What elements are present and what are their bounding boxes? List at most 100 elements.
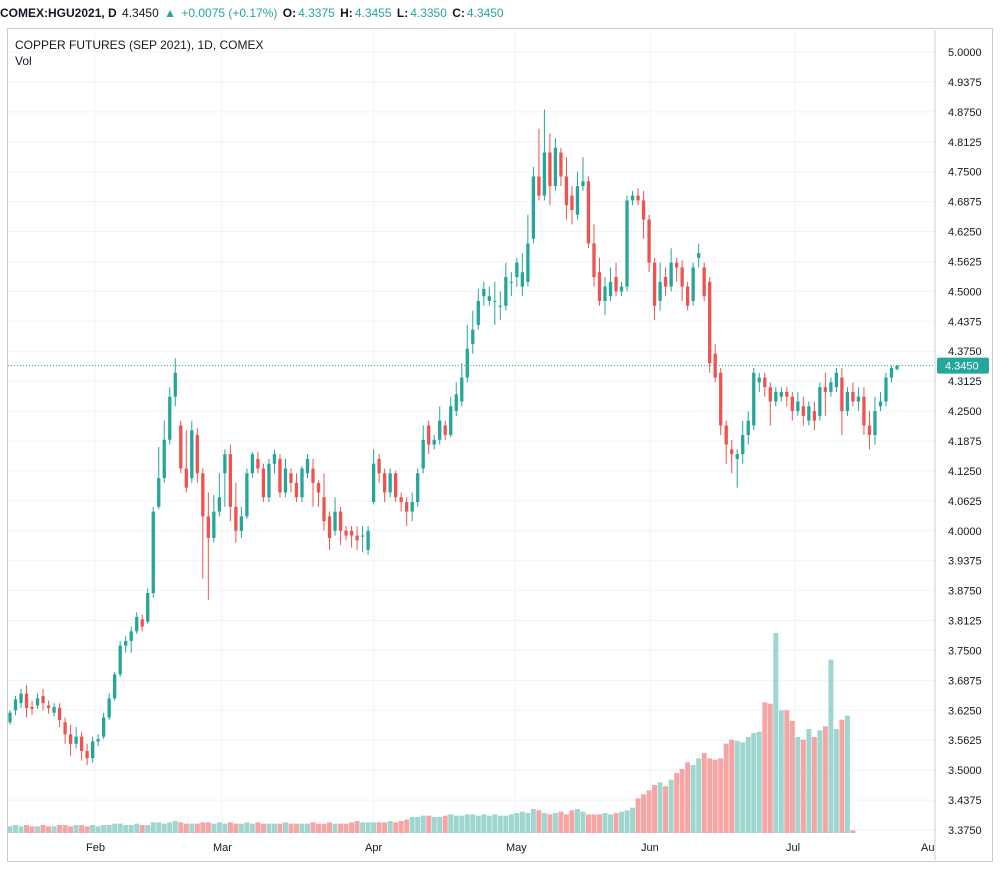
volume-bar [828,659,834,833]
volume-bar [233,823,239,833]
volume-bar [602,813,608,833]
candle-body [421,439,425,469]
volume-bar [18,826,24,833]
candle-body [674,262,679,268]
volume-bar [321,823,327,833]
candle-body [432,439,436,445]
candle-body [135,616,139,632]
candle-body [487,296,491,301]
candle-body [774,391,778,402]
price-tick-label: 4.5000 [948,286,982,298]
price-tick-label: 3.7500 [948,645,982,657]
candle-body [685,286,690,306]
volume-bar [525,813,531,833]
volume-bar [569,810,575,833]
price-tick-label: 4.5625 [948,256,982,268]
candle-body [482,288,486,297]
candle-body [239,516,244,531]
candle-body [371,463,376,503]
volume-bar [530,809,536,833]
volume-bar [580,811,586,833]
candle-body [46,705,51,708]
volume-bar [420,815,426,833]
candle-body [327,516,332,538]
price-tick-label: 3.3750 [948,825,982,837]
volume-bar [123,825,129,833]
candle-body [124,640,128,646]
volume-bar [475,815,481,833]
candle-body [697,253,701,258]
candle-body [41,695,45,704]
volume-bar [106,825,112,833]
candle-body [553,147,558,187]
candle-body [746,420,750,436]
candle-body [663,277,668,287]
candle-body [256,458,260,469]
candle-body [52,706,56,713]
candle-body [30,706,34,709]
time-tick-label: Jun [641,842,659,854]
candle-body [74,736,78,744]
candle-body [520,272,525,287]
candle-body [608,281,613,297]
candle-body [829,382,833,392]
volume-bar [844,715,850,833]
candle-body [184,468,188,488]
volume-bar [800,739,806,833]
candle-body [173,372,177,397]
candle-body [162,439,166,479]
candle-body [641,200,646,220]
candle-body [796,401,800,412]
volume-bar [591,814,597,833]
volume-bar [211,823,217,833]
volume-bar [668,779,674,833]
candle-body [377,458,381,474]
volume-bar [371,822,377,833]
volume-bar [310,822,316,833]
candle-body [548,152,552,187]
candle-body [559,152,563,177]
volume-bar [729,739,735,833]
volume-bar [134,823,140,833]
chart-frame[interactable] [7,28,993,862]
volume-bar [701,753,707,833]
candle-body [129,631,133,641]
candle-body [581,181,585,187]
price-tick-label: 4.0000 [948,526,982,538]
price-tick-label: 4.8125 [948,137,982,149]
candle-body [399,497,403,503]
volume-bar [305,823,310,833]
volume-bar [431,817,437,833]
price-tick-label: 4.0625 [948,496,982,508]
volume-bar [464,814,470,833]
candle-body [57,707,62,720]
volume-bar [850,830,856,833]
volume-bar [459,815,465,833]
volume-bar [652,785,658,833]
candle-body [851,391,855,402]
candle-body [349,530,354,536]
candle-body [509,281,514,283]
volume-bar [205,822,211,833]
candle-body [261,468,266,498]
volume-bar [822,726,828,833]
candle-body [537,176,541,196]
volume-bar [674,773,680,833]
price-axis: 5.0000 4.9375 4.8750 4.8125 4.7500 4.6875 4.62… [948,47,982,837]
volume-bar [316,823,322,833]
volume-bar [238,823,244,833]
volume-bar [415,817,421,833]
price-tick-label: 3.5000 [948,765,982,777]
volume-bar [299,823,305,833]
symbol-name[interactable]: COMEX:HGU2021, D [0,6,117,20]
candle-body [344,530,348,536]
volume-bar [778,710,784,833]
price-tick-label: 3.6250 [948,705,982,717]
volume-bar [536,810,542,833]
candle-body [427,425,431,445]
candle-body [338,511,343,531]
volume-bar [266,823,272,833]
candle-body [245,473,249,517]
candle-body [465,348,469,378]
